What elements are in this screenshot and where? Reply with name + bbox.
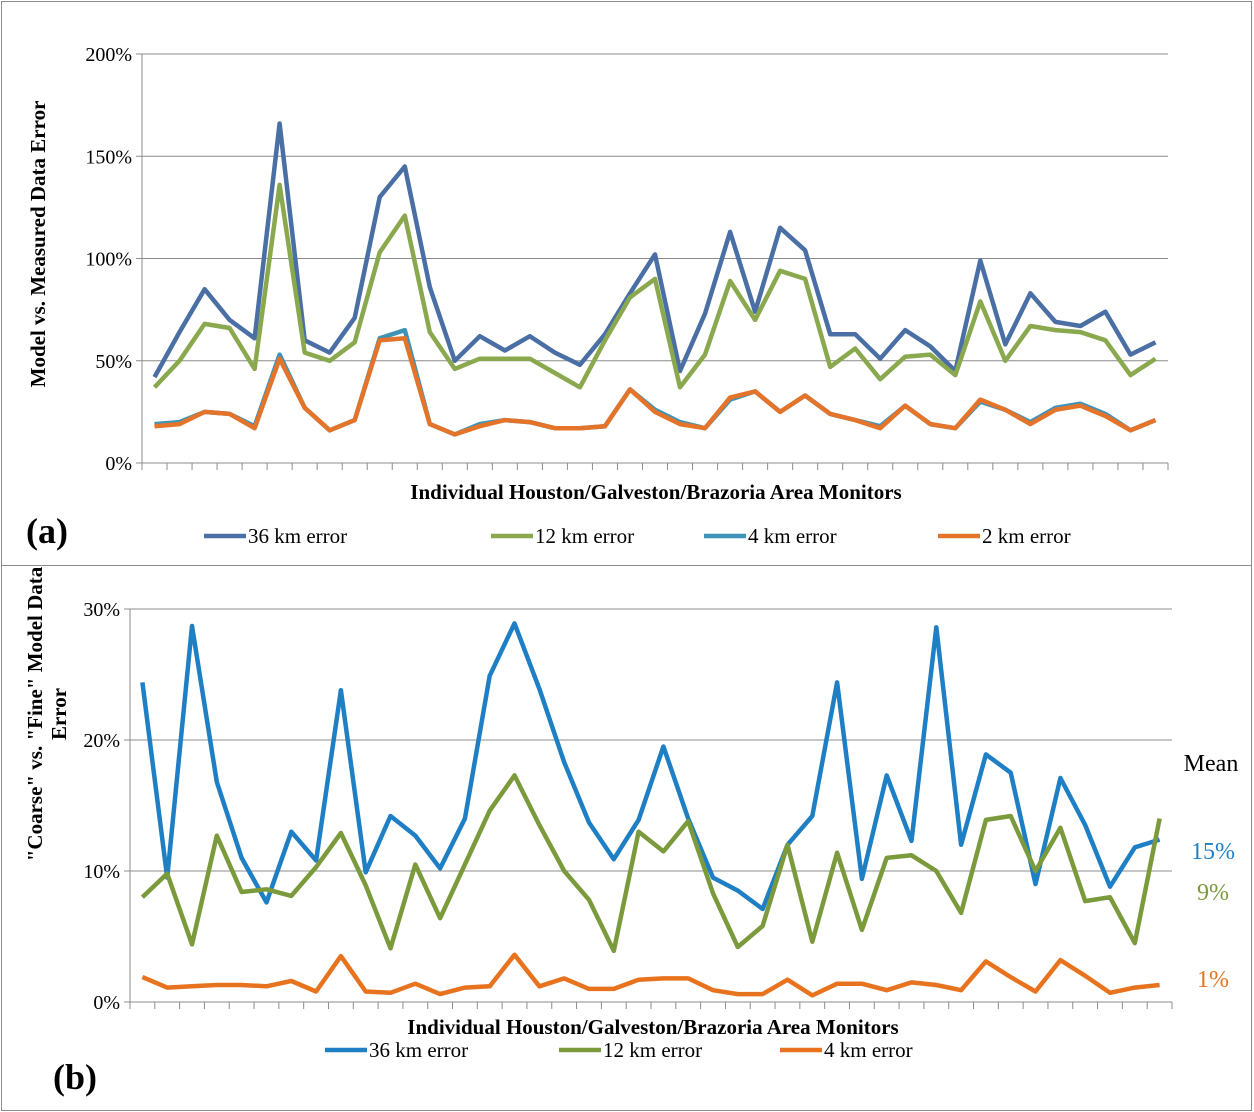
chart-a-ylabel: Model vs. Measured Data Error — [26, 101, 50, 388]
y-tick-label: 0% — [93, 992, 120, 1014]
chart-b-xlabel: Individual Houston/Galveston/Brazoria Ar… — [407, 1015, 898, 1039]
series-line-36-km-error — [140, 621, 1161, 912]
chart-b-panel-label: (b) — [53, 1057, 97, 1097]
series-line-12-km-error — [140, 773, 1162, 954]
chart-a-xlabel: Individual Houston/Galveston/Brazoria Ar… — [410, 480, 901, 504]
chart-b-ylabel-line2: Error — [47, 688, 71, 740]
y-tick-label: 10% — [83, 861, 120, 883]
series-line-4-km-error — [141, 952, 1160, 998]
y-tick-label: 50% — [95, 351, 132, 373]
chart-a-svg: 0% 50% 100% 150% 200% Individual Houston/Gal… — [26, 44, 1169, 551]
legend-label: 12 km error — [535, 524, 634, 548]
mean-value: 1% — [1197, 967, 1229, 993]
chart-panel-b: 0% 10% 20% 30% Individual Houston/Galveston… — [1, 565, 1252, 1111]
chart-panel-a: 0% 50% 100% 150% 200% Individual Houston/Gal… — [1, 1, 1252, 566]
chart-a-panel-label: (a) — [26, 511, 68, 551]
legend-label: 36 km error — [369, 1038, 468, 1062]
series-line-36-km-error — [152, 121, 1157, 379]
y-tick-label: 0% — [105, 453, 132, 475]
series-line-2-km-error — [154, 336, 1157, 437]
mean-value: 9% — [1197, 880, 1229, 906]
y-tick-label: 30% — [83, 599, 120, 621]
legend-label: 36 km error — [248, 524, 347, 548]
y-tick-label: 200% — [85, 44, 132, 66]
chart-b-ylabel-line1: "Coarse" vs. "Fine" Model Data — [23, 566, 47, 861]
y-tick-label: 100% — [85, 249, 132, 271]
mean-label: Mean — [1184, 751, 1239, 777]
y-tick-label: 150% — [85, 146, 132, 168]
mean-value: 15% — [1191, 839, 1235, 865]
legend-label: 2 km error — [982, 524, 1071, 548]
legend-label: 12 km error — [603, 1038, 702, 1062]
legend-label: 4 km error — [824, 1038, 913, 1062]
y-tick-label: 20% — [83, 730, 120, 752]
series-line-12-km-error — [152, 182, 1157, 390]
legend-label: 4 km error — [748, 524, 837, 548]
chart-b-svg: 0% 10% 20% 30% Individual Houston/Galveston… — [23, 566, 1239, 1097]
